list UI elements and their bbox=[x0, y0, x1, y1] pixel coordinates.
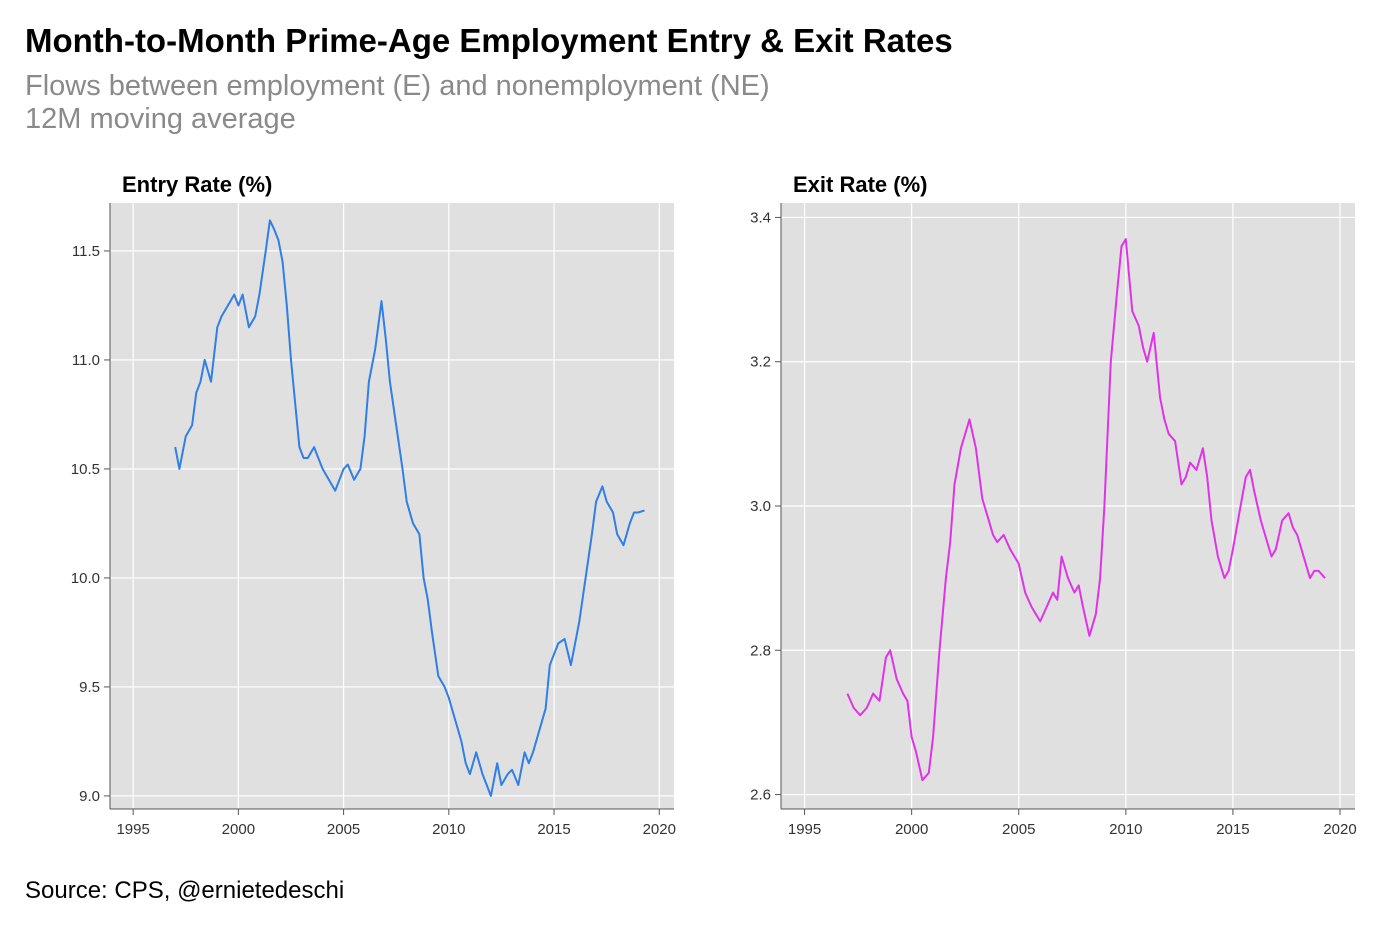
exit-x-tick-label: 2000 bbox=[895, 821, 928, 838]
entry-y-tick-label: 10.0 bbox=[71, 570, 100, 587]
source-note: Source: CPS, @ernietedeschi bbox=[25, 877, 345, 904]
exit-y-tick-label: 3.4 bbox=[750, 209, 771, 226]
entry-x-tick-label: 2005 bbox=[327, 821, 360, 838]
entry-y-tick-label: 9.0 bbox=[79, 788, 100, 805]
exit-x-tick-label: 2015 bbox=[1216, 821, 1249, 838]
entry-panel-title: Entry Rate (%) bbox=[122, 172, 272, 197]
chart-title: Month-to-Month Prime-Age Employment Entr… bbox=[25, 22, 953, 59]
entry-x-tick-label: 2010 bbox=[432, 821, 465, 838]
exit-x-tick-label: 2005 bbox=[1002, 821, 1035, 838]
exit-series-line bbox=[846, 238, 1326, 782]
exit-y-tick-label: 3.0 bbox=[750, 498, 771, 515]
entry-y-tick-label: 11.0 bbox=[72, 352, 100, 369]
entry-plot-background bbox=[110, 203, 674, 809]
exit-x-tick-label: 1995 bbox=[788, 821, 821, 838]
entry-series-line bbox=[174, 219, 645, 797]
subtitle-line-2: 12M moving average bbox=[25, 103, 296, 135]
entry-y-tick-label: 11.5 bbox=[72, 243, 100, 260]
exit-x-tick-label: 2010 bbox=[1109, 821, 1142, 838]
exit-y-tick-label: 2.6 bbox=[750, 787, 771, 804]
subtitle-line-1: Flows between employment (E) and nonempl… bbox=[25, 70, 770, 102]
exit-x-tick-label: 2020 bbox=[1323, 821, 1356, 838]
entry-y-tick-label: 10.5 bbox=[71, 461, 100, 478]
exit-y-tick-label: 2.8 bbox=[750, 642, 771, 659]
chart-subtitle: Flows between employment (E) and nonempl… bbox=[25, 70, 770, 136]
entry-x-tick-label: 2015 bbox=[537, 821, 570, 838]
entry-y-tick-label: 9.5 bbox=[79, 679, 100, 696]
exit-y-tick-label: 3.2 bbox=[750, 354, 771, 371]
entry-x-tick-label: 1995 bbox=[116, 821, 149, 838]
exit-panel-title: Exit Rate (%) bbox=[793, 172, 927, 197]
entry-x-tick-label: 2000 bbox=[222, 821, 255, 838]
entry-x-tick-label: 2020 bbox=[643, 821, 676, 838]
